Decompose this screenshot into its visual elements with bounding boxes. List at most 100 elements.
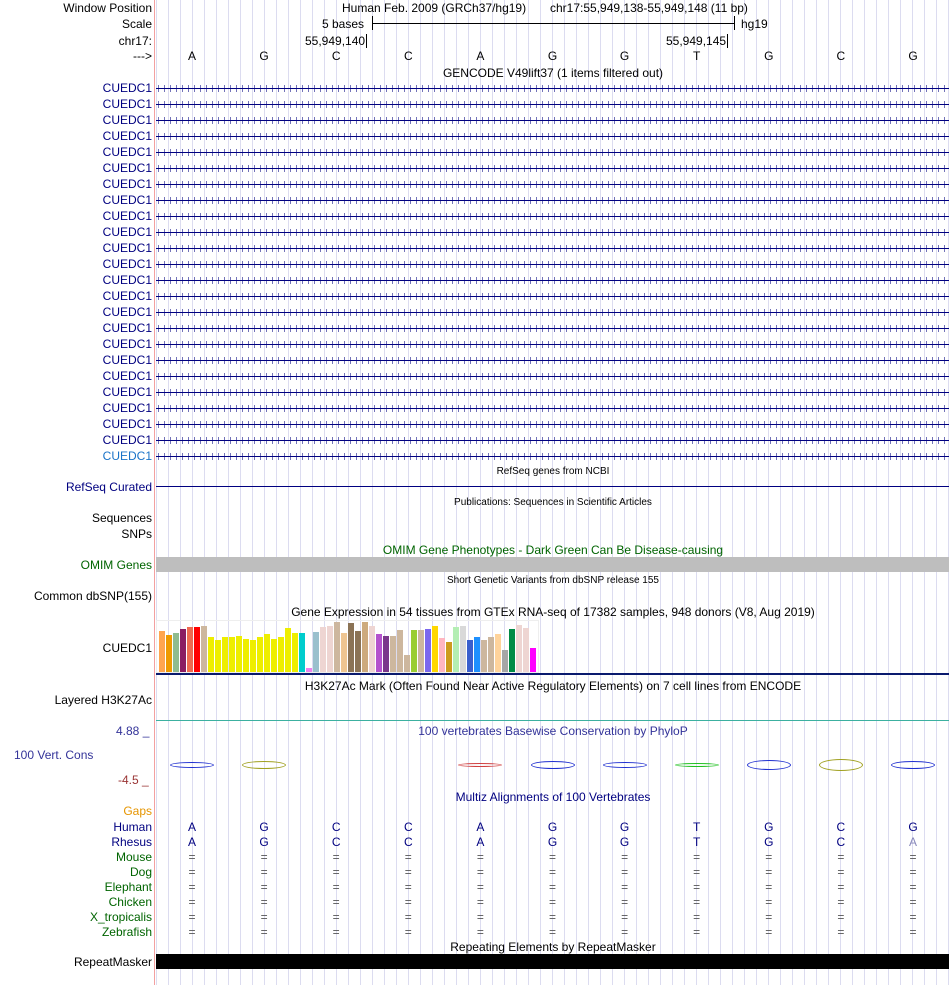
gencode-transcript[interactable]: [156, 101, 949, 108]
gtex-bar[interactable]: [348, 622, 354, 672]
dbsnp-label[interactable]: Common dbSNP(155): [33, 589, 152, 603]
gtex-bar[interactable]: [376, 633, 382, 672]
gencode-transcript[interactable]: [156, 165, 949, 172]
gtex-bar[interactable]: [446, 642, 452, 672]
gtex-bar[interactable]: [173, 632, 179, 672]
gencode-gene-label[interactable]: CUEDC1: [102, 225, 152, 239]
gtex-bar[interactable]: [243, 639, 249, 672]
gencode-gene-label[interactable]: CUEDC1: [102, 161, 152, 175]
gtex-bar[interactable]: [215, 640, 221, 672]
gtex-bar[interactable]: [355, 630, 361, 672]
gaps-label[interactable]: Gaps: [123, 804, 152, 818]
gtex-bar[interactable]: [313, 631, 319, 672]
gencode-gene-label[interactable]: CUEDC1: [102, 417, 152, 431]
gtex-bar[interactable]: [320, 626, 326, 672]
gtex-bar[interactable]: [523, 627, 529, 672]
gencode-transcript[interactable]: [156, 85, 949, 92]
species-label[interactable]: Zebrafish: [101, 925, 152, 939]
gtex-bar[interactable]: [271, 639, 277, 672]
gencode-transcript[interactable]: [156, 277, 949, 284]
gtex-bar[interactable]: [222, 637, 228, 672]
omim-gene-bar[interactable]: [156, 557, 949, 572]
cons-label[interactable]: 100 Vert. Cons: [14, 748, 94, 762]
h3k27ac-label[interactable]: Layered H3K27Ac: [54, 693, 152, 707]
gtex-bar[interactable]: [488, 637, 494, 672]
gtex-bar[interactable]: [250, 640, 256, 672]
gtex-bar[interactable]: [453, 626, 459, 672]
gencode-gene-label[interactable]: CUEDC1: [102, 129, 152, 143]
gtex-bar[interactable]: [369, 625, 375, 672]
gtex-bar[interactable]: [502, 650, 508, 672]
gencode-transcript[interactable]: [156, 341, 949, 348]
gtex-bar[interactable]: [327, 625, 333, 672]
gencode-gene-label[interactable]: CUEDC1: [102, 273, 152, 287]
gencode-gene-label[interactable]: CUEDC1: [102, 369, 152, 383]
gtex-bar[interactable]: [208, 637, 214, 672]
gencode-gene-label[interactable]: CUEDC1: [102, 337, 152, 351]
gencode-gene-label[interactable]: CUEDC1: [102, 305, 152, 319]
gtex-bar[interactable]: [404, 654, 410, 672]
gencode-gene-label[interactable]: CUEDC1: [102, 257, 152, 271]
species-label[interactable]: Chicken: [108, 895, 152, 909]
gtex-bar[interactable]: [229, 636, 235, 672]
gencode-gene-label[interactable]: CUEDC1: [102, 385, 152, 399]
gtex-bar[interactable]: [194, 626, 200, 672]
gtex-bar[interactable]: [341, 632, 347, 672]
gtex-bar[interactable]: [334, 622, 340, 672]
gtex-bar[interactable]: [236, 635, 242, 672]
gencode-gene-label[interactable]: CUEDC1: [102, 81, 152, 95]
gtex-bar[interactable]: [530, 648, 536, 672]
gencode-transcript[interactable]: [156, 453, 949, 460]
species-label[interactable]: Dog: [129, 865, 152, 879]
gtex-bar[interactable]: [425, 628, 431, 672]
gencode-transcript[interactable]: [156, 197, 949, 204]
gencode-gene-label[interactable]: CUEDC1: [102, 193, 152, 207]
gencode-gene-label[interactable]: CUEDC1: [102, 449, 152, 463]
species-label[interactable]: Elephant: [104, 880, 152, 894]
gtex-bar[interactable]: [292, 632, 298, 672]
gencode-gene-label[interactable]: CUEDC1: [102, 433, 152, 447]
refseq-label[interactable]: RefSeq Curated: [65, 480, 152, 494]
species-label[interactable]: Mouse: [115, 850, 152, 864]
refseq-gene-line[interactable]: [156, 486, 949, 487]
gtex-label[interactable]: CUEDC1: [102, 641, 152, 655]
gencode-transcript[interactable]: [156, 437, 949, 444]
gtex-bar[interactable]: [516, 624, 522, 672]
gtex-chart[interactable]: [156, 620, 539, 673]
gencode-gene-label[interactable]: CUEDC1: [102, 241, 152, 255]
gencode-transcript[interactable]: [156, 389, 949, 396]
rmsk-label[interactable]: RepeatMasker: [73, 955, 152, 969]
gtex-bar[interactable]: [201, 625, 207, 672]
gtex-bar[interactable]: [509, 628, 515, 672]
pubs-sequences-label[interactable]: Sequences: [91, 511, 152, 525]
gtex-bar[interactable]: [362, 622, 368, 672]
gencode-gene-label[interactable]: CUEDC1: [102, 401, 152, 415]
gencode-transcript[interactable]: [156, 405, 949, 412]
pubs-snps-label[interactable]: SNPs: [121, 527, 152, 541]
gencode-gene-label[interactable]: CUEDC1: [102, 209, 152, 223]
omim-label[interactable]: OMIM Genes: [80, 558, 152, 572]
gencode-gene-label[interactable]: CUEDC1: [102, 353, 152, 367]
species-label[interactable]: Human: [113, 820, 152, 834]
gtex-bar[interactable]: [439, 638, 445, 672]
gtex-bar[interactable]: [257, 636, 263, 672]
gencode-transcript[interactable]: [156, 421, 949, 428]
gtex-bar[interactable]: [383, 635, 389, 672]
gtex-bar[interactable]: [187, 626, 193, 672]
gencode-transcript[interactable]: [156, 181, 949, 188]
gtex-bar[interactable]: [495, 633, 501, 672]
gtex-bar[interactable]: [285, 627, 291, 672]
gtex-bar[interactable]: [166, 634, 172, 672]
gtex-bar[interactable]: [474, 637, 480, 672]
gtex-bar[interactable]: [299, 632, 305, 672]
gencode-transcript[interactable]: [156, 373, 949, 380]
gtex-bar[interactable]: [159, 630, 165, 672]
gtex-bar[interactable]: [278, 636, 284, 672]
gencode-gene-label[interactable]: CUEDC1: [102, 321, 152, 335]
gencode-gene-label[interactable]: CUEDC1: [102, 145, 152, 159]
species-label[interactable]: Rhesus: [111, 835, 152, 849]
gtex-bar[interactable]: [264, 633, 270, 672]
gtex-bar[interactable]: [390, 635, 396, 672]
gencode-gene-label[interactable]: CUEDC1: [102, 177, 152, 191]
gencode-transcript[interactable]: [156, 309, 949, 316]
